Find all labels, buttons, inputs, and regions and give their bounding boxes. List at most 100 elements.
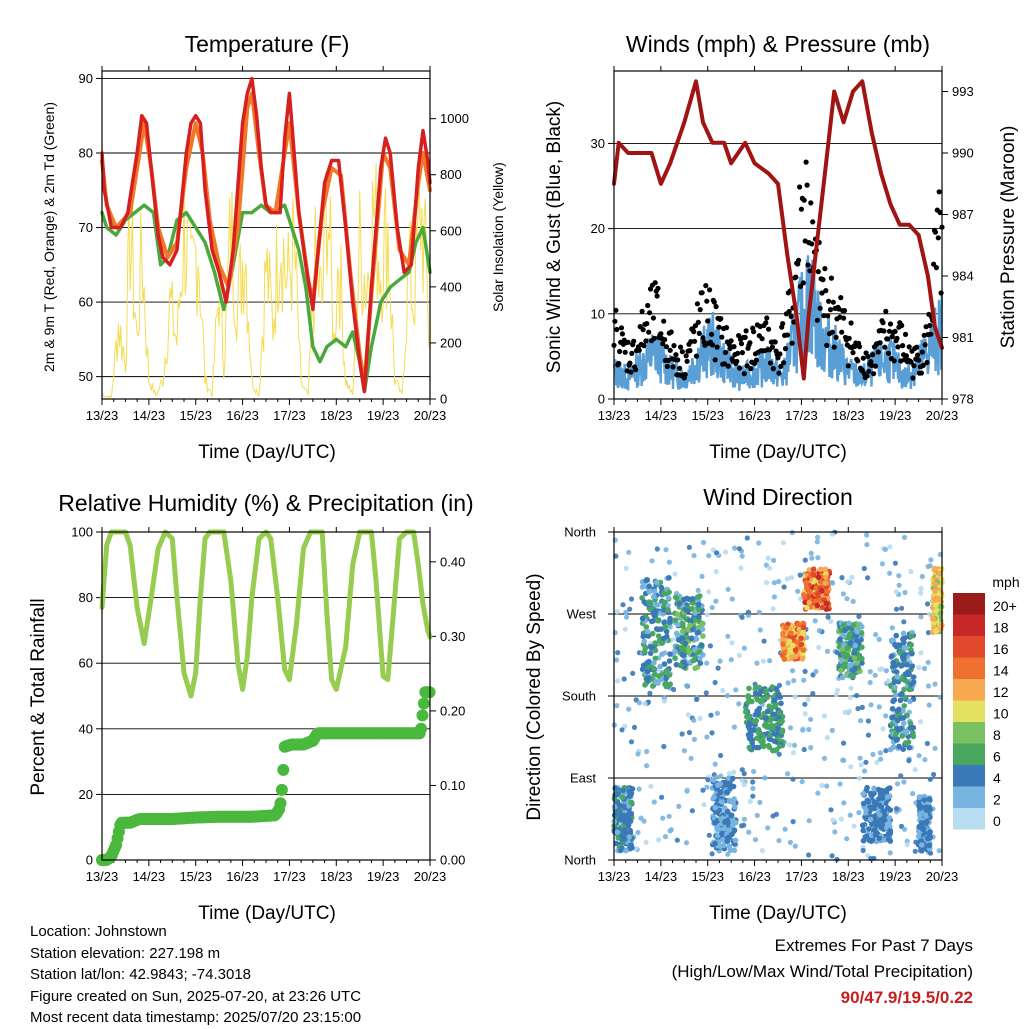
direction-dot [883, 748, 889, 754]
gust-dot [819, 290, 825, 296]
direction-dot [854, 692, 860, 699]
gust-dot [933, 265, 940, 271]
direction-dot [644, 669, 651, 675]
direction-dot [759, 848, 766, 854]
gust-dot [646, 329, 652, 335]
direction-dot [778, 700, 784, 707]
x-tick-label: 19/23 [367, 869, 400, 884]
direction-dot [933, 628, 939, 634]
direction-dot [859, 644, 865, 650]
direction-dot [801, 592, 807, 598]
direction-dot [907, 686, 913, 692]
y-tick-label: West [567, 607, 597, 622]
gust-dot [770, 366, 776, 372]
direction-dot [896, 582, 902, 588]
x-tick-label: 15/23 [179, 408, 212, 423]
direction-dot [770, 606, 776, 612]
direction-dot [639, 615, 646, 622]
direction-dot [680, 623, 686, 629]
direction-dot [790, 819, 796, 825]
x-tick-label: 13/23 [598, 869, 631, 884]
direction-dot [732, 545, 738, 551]
gust-dot [644, 321, 650, 327]
direction-dot [694, 696, 700, 703]
direction-dot [821, 755, 828, 762]
direction-dot [780, 540, 787, 546]
direction-dot [620, 817, 626, 824]
gust-dot [708, 331, 715, 337]
gust-dot [793, 274, 799, 280]
gust-dot [766, 326, 772, 332]
direction-dot [760, 695, 766, 702]
gust-dot [839, 329, 845, 335]
direction-dot [882, 546, 889, 553]
colorbar-label: 10 [993, 705, 1009, 721]
direction-dot [687, 622, 693, 629]
direction-dot [816, 628, 823, 634]
figure-created: Figure created on Sun, 2025-07-20, at 23… [30, 987, 362, 1005]
direction-dot [842, 709, 848, 716]
direction-dot [887, 828, 894, 834]
gust-dot [820, 277, 826, 283]
direction-dot [782, 826, 788, 832]
direction-dot [655, 680, 661, 686]
direction-dot [925, 630, 932, 636]
gust-dot [735, 350, 741, 356]
direction-dot [763, 579, 770, 586]
direction-dot [908, 633, 915, 639]
direction-dot [750, 785, 756, 792]
direction-dot [851, 823, 857, 829]
y-right-tick-label: 0.40 [440, 554, 465, 569]
gust-dot [737, 365, 743, 371]
gust-dot [781, 360, 787, 366]
gust-dot [776, 370, 782, 376]
gust-dot [652, 280, 658, 286]
direction-dot [816, 597, 822, 604]
direction-dot [683, 840, 690, 846]
direction-dot [710, 777, 717, 783]
direction-dot [686, 649, 693, 655]
gust-dot [617, 348, 623, 355]
y-tick-label: 0 [86, 853, 93, 868]
direction-dot [641, 818, 647, 824]
direction-dot [746, 744, 753, 751]
gust-dot [739, 350, 746, 356]
direction-dot [785, 771, 791, 777]
direction-dot [850, 598, 856, 605]
colorbar-swatch [953, 765, 985, 787]
direction-dot [726, 770, 733, 777]
direction-dot [682, 640, 689, 647]
direction-dot [856, 613, 862, 620]
gust-dot [822, 266, 828, 272]
direction-dot [902, 826, 908, 832]
direction-dot [686, 618, 693, 624]
x-tick-label: 20/23 [414, 869, 447, 884]
gust-dot [703, 283, 709, 289]
colorbar-swatch [953, 743, 985, 765]
direction-dot [844, 645, 851, 651]
direction-dot [709, 730, 715, 736]
direction-dot [788, 654, 795, 661]
direction-dot [674, 611, 681, 618]
direction-dot [924, 740, 931, 747]
direction-dot [623, 609, 629, 615]
direction-dot [728, 812, 734, 819]
gust-dot [856, 344, 863, 350]
direction-dot [615, 678, 621, 684]
gust-dot [682, 371, 688, 378]
direction-dot [892, 731, 899, 738]
direction-dot [721, 805, 728, 811]
direction-dot [731, 769, 737, 775]
gust-dot [731, 344, 737, 350]
direction-dot [810, 691, 816, 697]
gust-dot [645, 302, 651, 309]
direction-dot [771, 697, 778, 704]
direction-dot [860, 837, 867, 844]
direction-dot [673, 661, 680, 668]
direction-dot [870, 751, 876, 758]
direction-dot [697, 660, 704, 666]
gust-dot [826, 298, 832, 304]
direction-dot [725, 633, 731, 639]
direction-dot [893, 632, 899, 639]
